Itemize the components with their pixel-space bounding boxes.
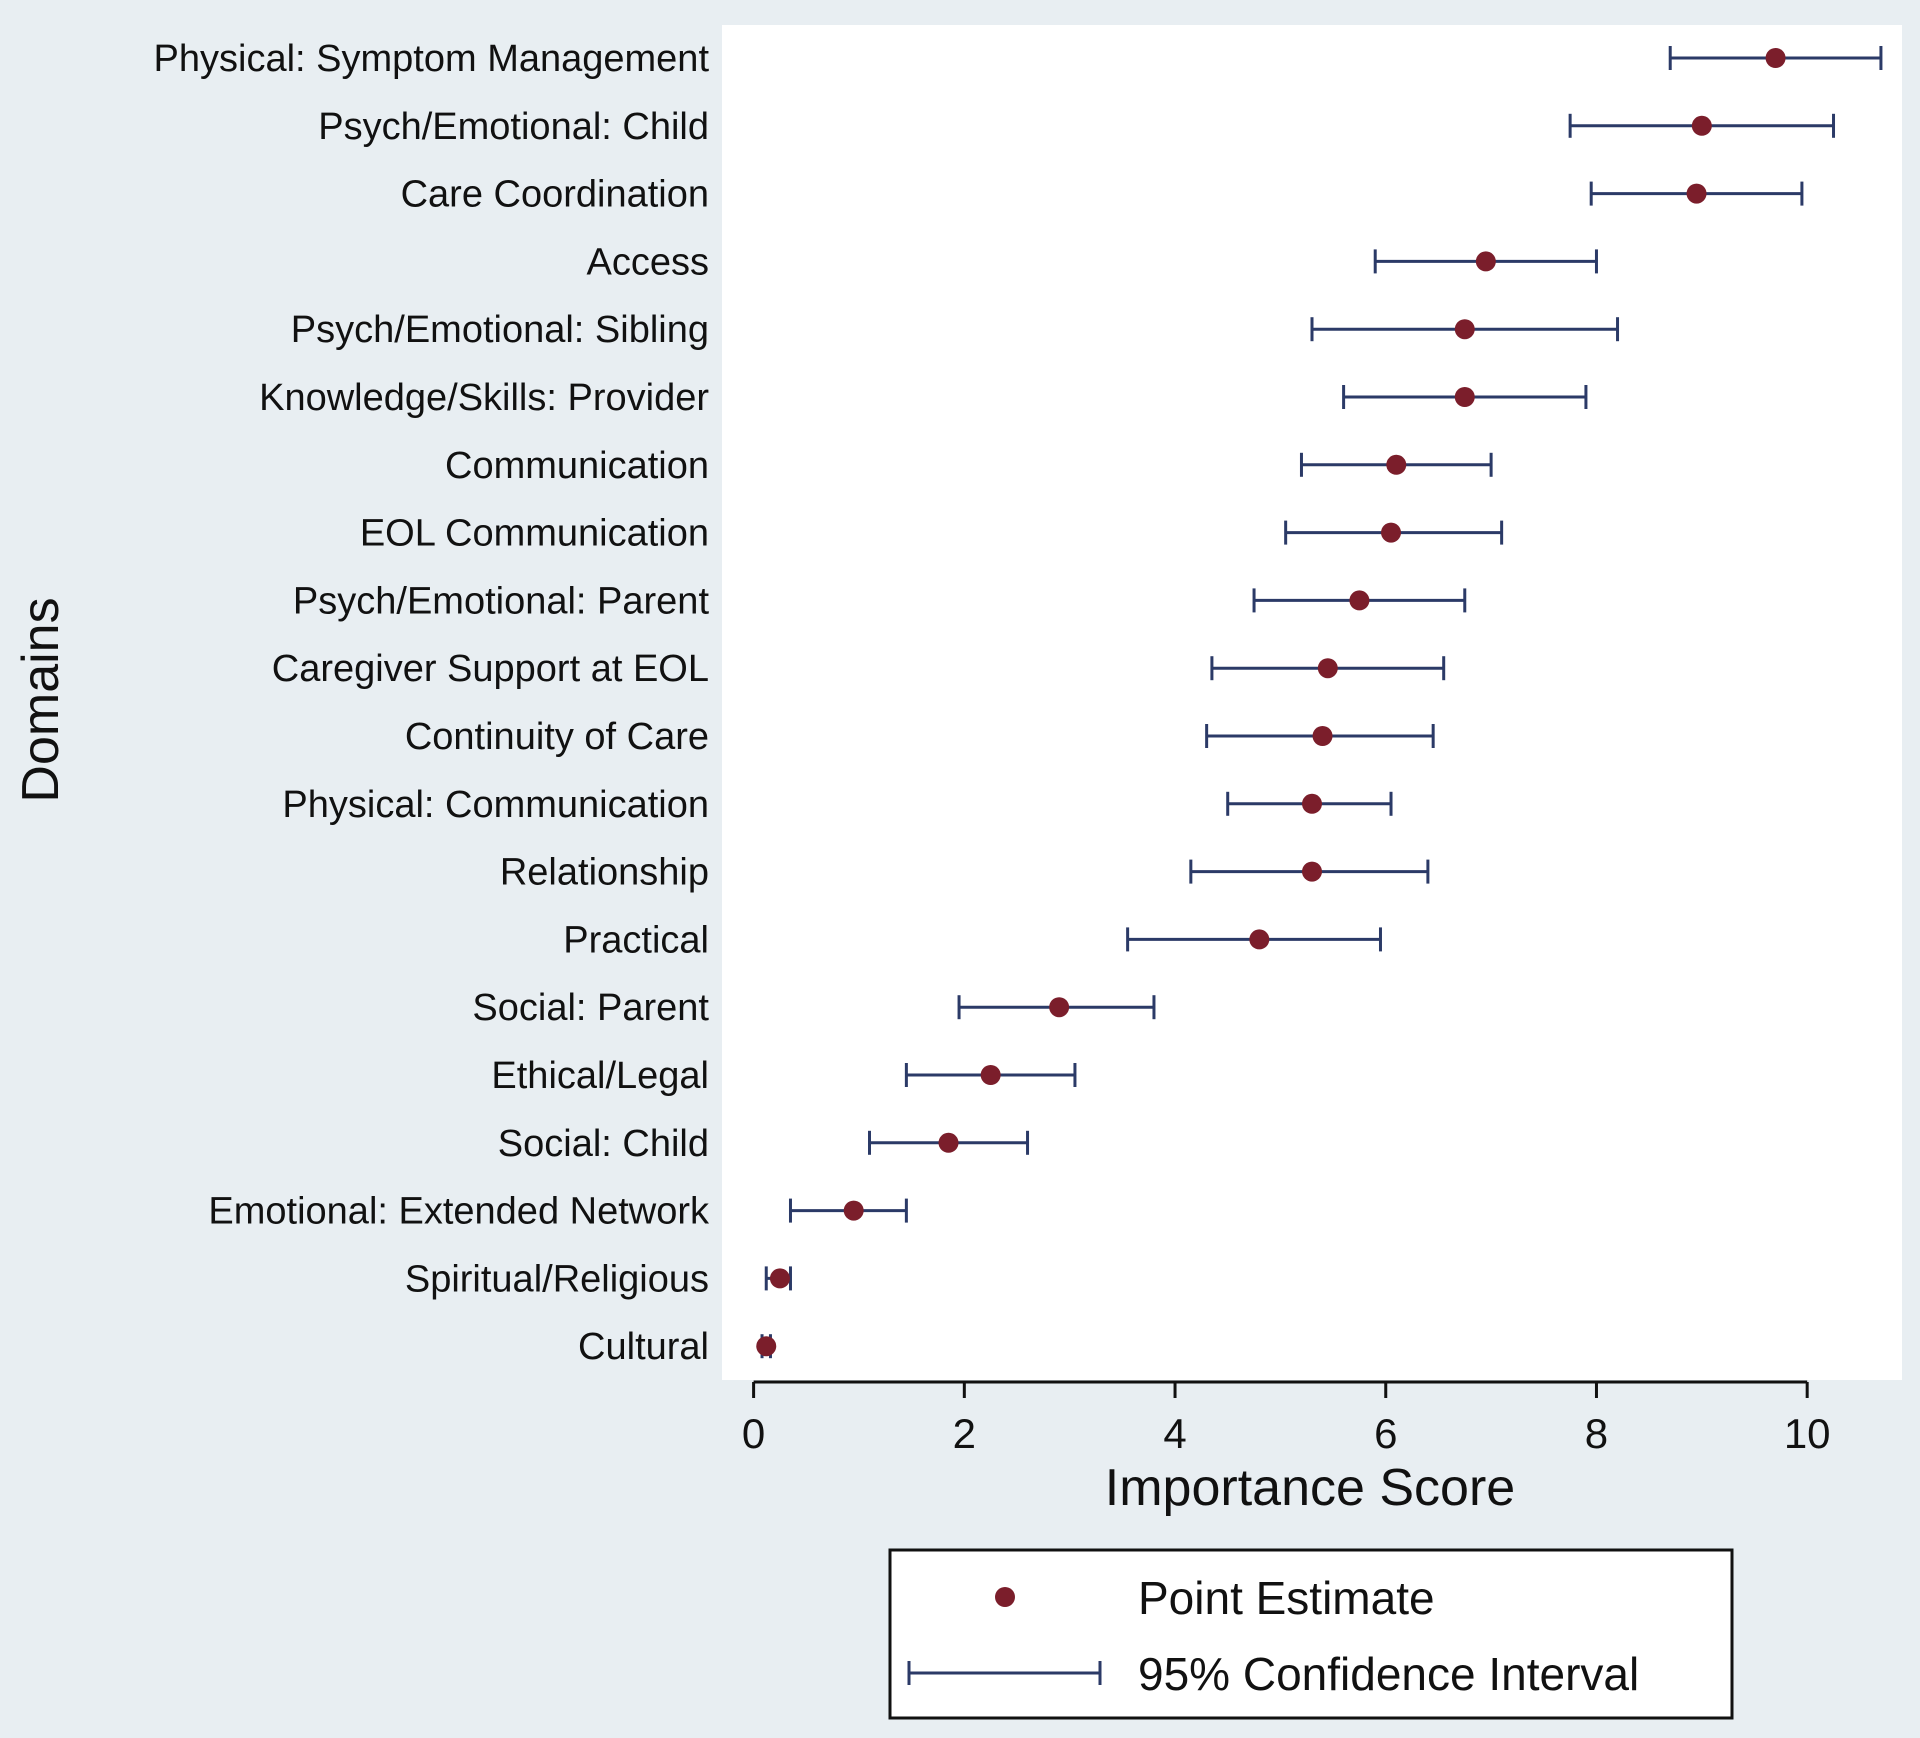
x-tick-label: 0 <box>742 1410 765 1457</box>
legend-box <box>888 1548 1734 1720</box>
x-axis-title: Importance Score <box>1105 1459 1515 1517</box>
category-label: Practical <box>563 919 709 961</box>
y-axis-title: Domains <box>12 597 70 802</box>
x-tick-label: 8 <box>1585 1410 1608 1457</box>
category-label: Continuity of Care <box>405 716 709 758</box>
point-estimate <box>1691 115 1712 136</box>
category-labels: Physical: Symptom Management Psych/Emotio… <box>154 38 710 1368</box>
point-estimate <box>1049 997 1070 1018</box>
point-estimate <box>1381 522 1402 543</box>
point-estimate <box>1765 48 1786 68</box>
point-estimates <box>756 48 1786 1357</box>
category-label: Emotional: Extended Network <box>208 1191 710 1233</box>
category-label: Communication <box>445 445 709 487</box>
plot-area <box>722 25 1902 1380</box>
category-label: Social: Child <box>498 1123 709 1165</box>
point-estimate <box>756 1336 777 1357</box>
legend: Point Estimate 95% Confidence Interval <box>888 1548 1734 1720</box>
point-estimate <box>843 1200 864 1221</box>
point-estimate <box>938 1132 959 1153</box>
category-label: Care Coordination <box>401 174 709 216</box>
category-label: Psych/Emotional: Sibling <box>291 309 709 351</box>
x-tick-label: 10 <box>1784 1410 1831 1457</box>
x-axis: 0 2 4 6 8 10 <box>742 1380 1831 1457</box>
point-estimate <box>1686 183 1707 204</box>
point-estimate <box>1386 454 1407 475</box>
legend-point-icon <box>995 1587 1015 1607</box>
legend-interval-icon <box>907 1661 1102 1685</box>
category-label: Spiritual/Religious <box>405 1258 709 1300</box>
category-label: Knowledge/Skills: Provider <box>259 377 709 419</box>
point-estimate <box>1454 319 1475 340</box>
point-estimate <box>1312 726 1333 746</box>
category-label: Psych/Emotional: Child <box>318 106 709 148</box>
x-tick-label: 4 <box>1163 1410 1186 1457</box>
category-label: Physical: Symptom Management <box>154 38 710 80</box>
category-label: Cultural <box>578 1326 709 1368</box>
point-estimate <box>1475 251 1496 272</box>
x-tick-label: 2 <box>953 1410 976 1457</box>
point-estimate <box>1302 793 1322 814</box>
category-label: Caregiver Support at EOL <box>272 648 709 690</box>
category-label: Social: Parent <box>472 987 709 1029</box>
legend-label-confidence-interval: 95% Confidence Interval <box>1138 1648 1639 1700</box>
legend-label-point-estimate: Point Estimate <box>1138 1572 1435 1624</box>
point-estimate <box>1349 590 1370 611</box>
point-estimate <box>1317 658 1338 679</box>
point-estimate <box>1302 861 1322 882</box>
category-label: Psych/Emotional: Parent <box>293 580 710 622</box>
point-estimate <box>1454 387 1475 407</box>
category-label: Access <box>587 241 709 283</box>
x-tick-label: 6 <box>1374 1410 1397 1457</box>
point-estimate <box>980 1065 1001 1085</box>
category-label: Relationship <box>500 852 709 894</box>
category-label: EOL Communication <box>360 513 709 555</box>
category-label: Physical: Communication <box>282 784 709 826</box>
point-estimate <box>769 1268 790 1289</box>
category-label: Ethical/Legal <box>491 1055 709 1097</box>
point-estimate <box>1249 929 1270 950</box>
